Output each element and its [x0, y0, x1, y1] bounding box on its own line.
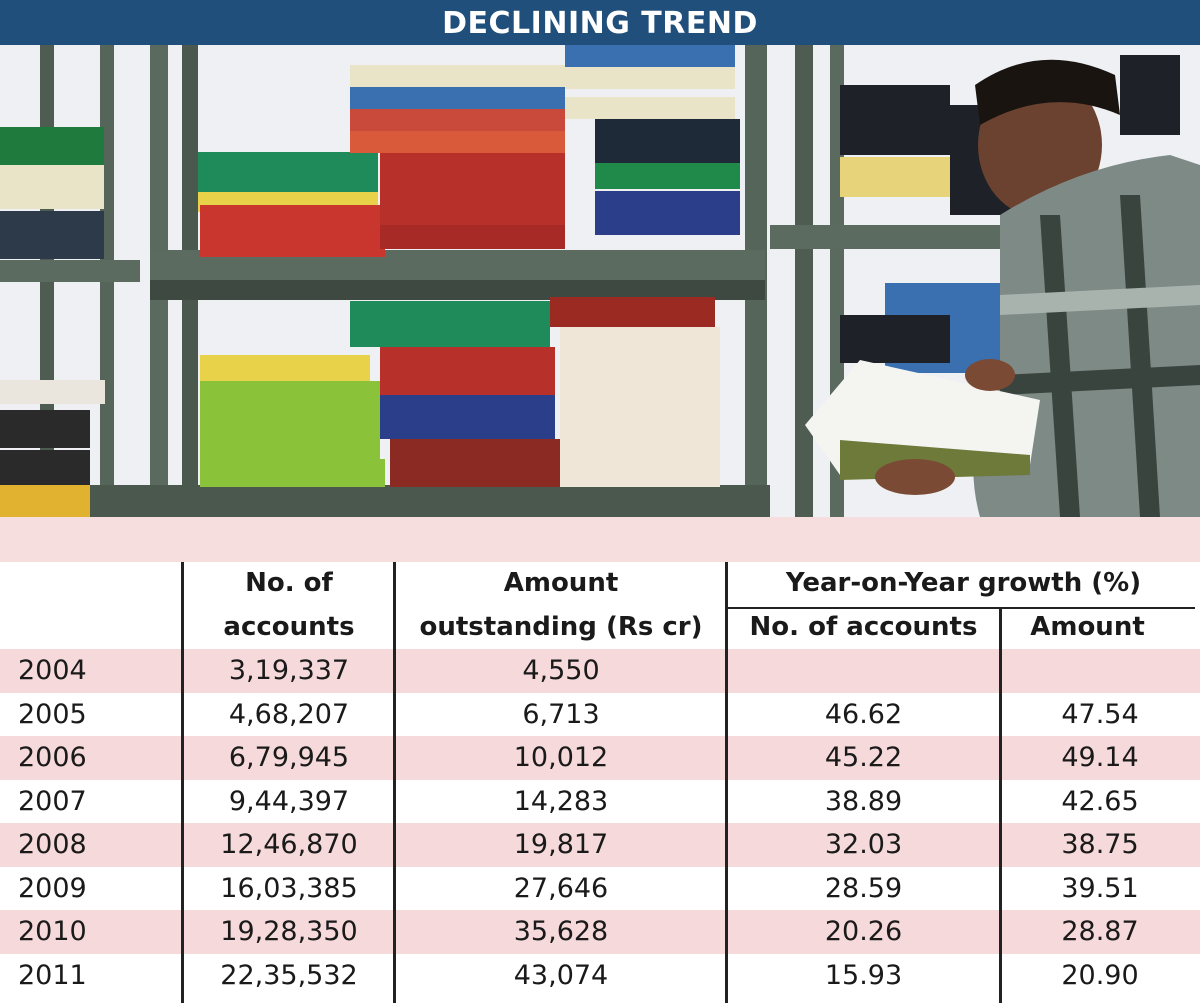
cell-year: 2009 — [18, 872, 87, 904]
cell-year: 2010 — [18, 916, 87, 947]
cell-accounts: 9,44,397 — [228, 785, 350, 817]
cell-accounts: 16,03,385 — [220, 872, 358, 904]
cell-year: 2004 — [18, 655, 87, 686]
cell-accounts: 3,19,337 — [228, 655, 350, 686]
cell-g-amount: 49.14 — [1061, 742, 1139, 773]
header-growth-amount: Amount — [1030, 612, 1145, 642]
cell-year: 2008 — [18, 829, 87, 860]
header-accounts-line1: No. of — [245, 568, 333, 598]
cell-g-accounts: 46.62 — [824, 698, 903, 730]
cell-year: 2006 — [18, 742, 87, 773]
cell-g-accounts: 38.89 — [824, 785, 903, 817]
cell-g-amount: 42.65 — [1061, 785, 1139, 817]
cell-g-accounts: 45.22 — [824, 742, 903, 773]
growth-header-divider — [727, 607, 1195, 609]
column-divider-2 — [393, 562, 396, 1003]
cell-amount: 6,713 — [522, 698, 600, 730]
column-divider-4 — [999, 607, 1002, 1003]
cell-amount: 27,646 — [513, 872, 609, 904]
cell-g-amount: 38.75 — [1061, 829, 1139, 860]
header-growth-accounts: No. of accounts — [749, 612, 978, 642]
cell-accounts: 22,35,532 — [220, 959, 358, 991]
column-divider-3 — [725, 562, 728, 1003]
column-divider-1 — [181, 562, 184, 1003]
cell-g-amount: 28.87 — [1061, 916, 1139, 947]
cell-accounts: 4,68,207 — [228, 698, 350, 730]
data-table: No. of accounts Amount outstanding (Rs c… — [0, 562, 1200, 1003]
cell-g-accounts: 15.93 — [824, 959, 903, 991]
cell-g-accounts: 20.26 — [824, 916, 903, 947]
cell-g-amount: 47.54 — [1061, 698, 1139, 730]
cell-accounts: 12,46,870 — [220, 829, 358, 860]
bookshelf-photo — [0, 45, 1200, 517]
cell-amount: 19,817 — [513, 829, 609, 860]
chart-title: DECLINING TREND — [0, 0, 1200, 45]
cell-amount: 43,074 — [513, 959, 609, 991]
cell-amount: 4,550 — [522, 655, 600, 686]
cell-accounts: 19,28,350 — [220, 916, 358, 947]
cell-year: 2005 — [18, 698, 87, 730]
cell-g-amount: 39.51 — [1061, 872, 1139, 904]
cell-year: 2011 — [18, 959, 87, 991]
cell-accounts: 6,79,945 — [228, 742, 350, 773]
cell-g-accounts: 28.59 — [824, 872, 903, 904]
cell-amount: 14,283 — [513, 785, 609, 817]
cell-g-accounts: 32.03 — [824, 829, 903, 860]
spacer-band — [0, 517, 1200, 562]
header-accounts-line2: accounts — [223, 612, 355, 642]
header-growth-group: Year-on-Year growth (%) — [785, 568, 1142, 598]
cell-g-amount: 20.90 — [1061, 959, 1139, 991]
cell-amount: 35,628 — [513, 916, 609, 947]
cell-year: 2007 — [18, 785, 87, 817]
header-amount-line1: Amount — [503, 568, 619, 598]
header-amount-line2: outstanding (Rs cr) — [419, 612, 703, 642]
cell-amount: 10,012 — [513, 742, 609, 773]
